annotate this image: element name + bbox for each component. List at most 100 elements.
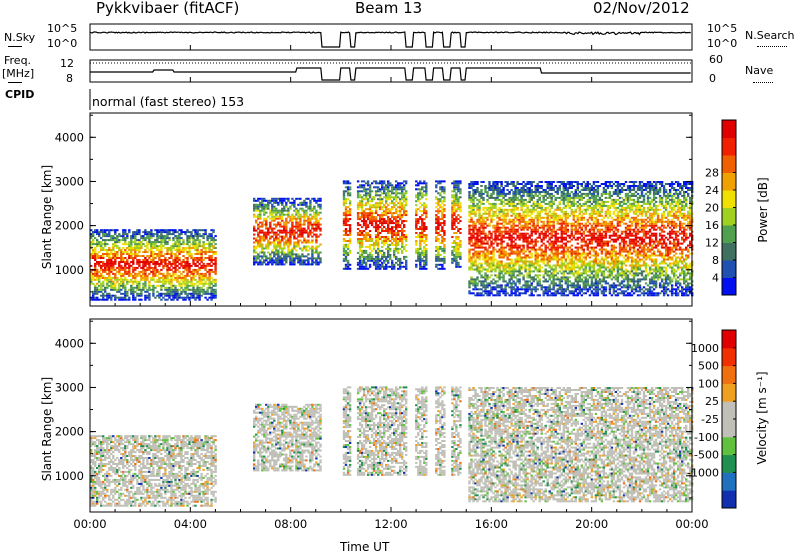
power-cell: [484, 236, 487, 239]
power-cell: [395, 247, 398, 250]
power-cell: [372, 206, 376, 209]
power-cell: [261, 237, 264, 240]
power-cell: [506, 256, 509, 259]
power-cell: [455, 204, 458, 207]
power-cell: [126, 280, 129, 283]
power-cell: [470, 224, 473, 227]
power-cell: [534, 278, 537, 281]
power-cell: [435, 216, 438, 219]
power-cell: [344, 212, 348, 215]
power-cell: [453, 190, 456, 193]
power-cell: [423, 210, 426, 213]
power-cell: [202, 276, 205, 279]
power-cell: [502, 250, 505, 253]
power-cell: [455, 188, 458, 191]
power-cell: [162, 231, 165, 234]
power-cell: [202, 266, 205, 269]
power-cell: [443, 222, 446, 225]
power-cell: [372, 243, 376, 246]
power-cell: [96, 292, 99, 295]
power-cell: [188, 284, 191, 287]
power-cell: [498, 191, 501, 193]
power-cell: [289, 217, 292, 220]
power-cell: [118, 247, 121, 249]
power-cell: [184, 268, 187, 271]
power-cell: [208, 245, 211, 248]
power-cell: [423, 261, 426, 264]
power-cell: [200, 278, 203, 281]
power-cell: [468, 280, 471, 283]
power-cell: [148, 292, 151, 295]
power-cell: [194, 247, 197, 249]
power-cell: [342, 182, 346, 185]
power-cell: [443, 230, 446, 232]
power-cell: [90, 235, 93, 238]
power-cell: [214, 239, 217, 242]
power-cell: [164, 247, 167, 249]
power-cell: [285, 221, 288, 224]
power-cell: [299, 203, 302, 206]
power-cell: [482, 250, 485, 253]
power-cell: [419, 226, 422, 229]
power-cell: [176, 274, 179, 277]
power-cell: [522, 278, 525, 281]
power-cell: [480, 220, 483, 223]
power-cell: [530, 238, 533, 241]
power-cell: [305, 229, 308, 232]
power-cell: [423, 224, 426, 227]
power-cell: [142, 266, 145, 269]
power-cell: [381, 224, 384, 227]
power-cell: [542, 256, 545, 259]
power-cell: [158, 251, 161, 253]
power-cell: [144, 298, 147, 301]
power-cell: [309, 203, 312, 206]
power-cell: [441, 212, 444, 215]
power-cell: [271, 197, 274, 200]
power-cell: [405, 265, 408, 268]
power-cell: [372, 247, 376, 250]
power-cell: [305, 215, 308, 218]
power-cell: [492, 282, 495, 285]
power-cell: [126, 261, 129, 263]
power-cell: [468, 266, 471, 269]
power-cell: [506, 183, 509, 185]
power-cell: [253, 205, 256, 208]
power-cell: [468, 226, 471, 229]
power-cell: [494, 202, 497, 205]
power-cell: [530, 260, 533, 263]
power-cell: [504, 222, 507, 225]
power-cell: [494, 232, 497, 235]
power-cell: [488, 232, 491, 235]
power-cell: [108, 253, 111, 255]
power-cell: [459, 196, 462, 199]
power-cell: [132, 257, 135, 259]
power-cell: [297, 259, 300, 262]
power-cell: [482, 224, 485, 227]
power-cell: [526, 248, 529, 251]
power-cell: [257, 205, 260, 208]
power-cell: [455, 192, 458, 195]
power-cell: [437, 240, 440, 242]
power-cell: [253, 255, 256, 258]
power-cell: [377, 224, 380, 227]
power-cell: [138, 259, 141, 261]
power-cell: [500, 189, 503, 191]
power-cell: [283, 255, 286, 258]
power-cell: [263, 213, 266, 216]
power-cell: [214, 253, 217, 255]
power-cell: [289, 235, 292, 238]
power-cell: [441, 230, 444, 232]
power-cell: [419, 228, 422, 230]
power-cell: [498, 189, 501, 191]
power-cell: [275, 261, 278, 264]
power-cell: [453, 247, 456, 250]
power-cell: [122, 231, 125, 234]
power-cell: [362, 214, 366, 217]
power-cell: [208, 255, 211, 257]
power-cell: [152, 259, 155, 261]
power-cell: [370, 259, 374, 262]
power-cell: [317, 223, 320, 226]
power-cell: [172, 288, 175, 291]
power-cell: [439, 206, 442, 209]
power-cell: [190, 257, 193, 259]
